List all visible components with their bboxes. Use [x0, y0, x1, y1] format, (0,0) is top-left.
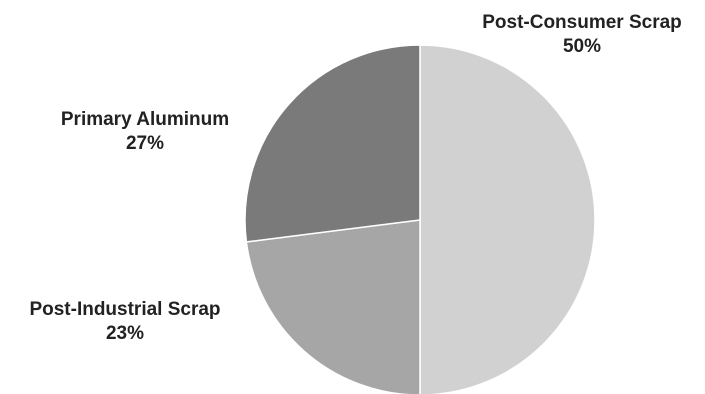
pie-slice-primary-aluminum [244, 44, 421, 243]
slice-label-post-consumer-scrap: Post-Consumer Scrap 50% [462, 11, 702, 59]
pie-slices [244, 44, 596, 394]
slice-name: Post-Industrial Scrap [29, 299, 221, 320]
slice-percent: 50% [562, 36, 602, 57]
slice-percent: 23% [105, 323, 145, 344]
pie-slice-post-industrial-scrap [245, 219, 421, 394]
pie-slice-post-consumer-scrap [419, 44, 596, 394]
slice-label-post-industrial-scrap: Post-Industrial Scrap 23% [0, 298, 250, 346]
slice-name: Post-Consumer Scrap [482, 12, 682, 33]
slice-percent: 27% [125, 133, 165, 154]
slice-name: Primary Aluminum [60, 109, 230, 130]
slice-label-primary-aluminum: Primary Aluminum 27% [30, 108, 260, 156]
